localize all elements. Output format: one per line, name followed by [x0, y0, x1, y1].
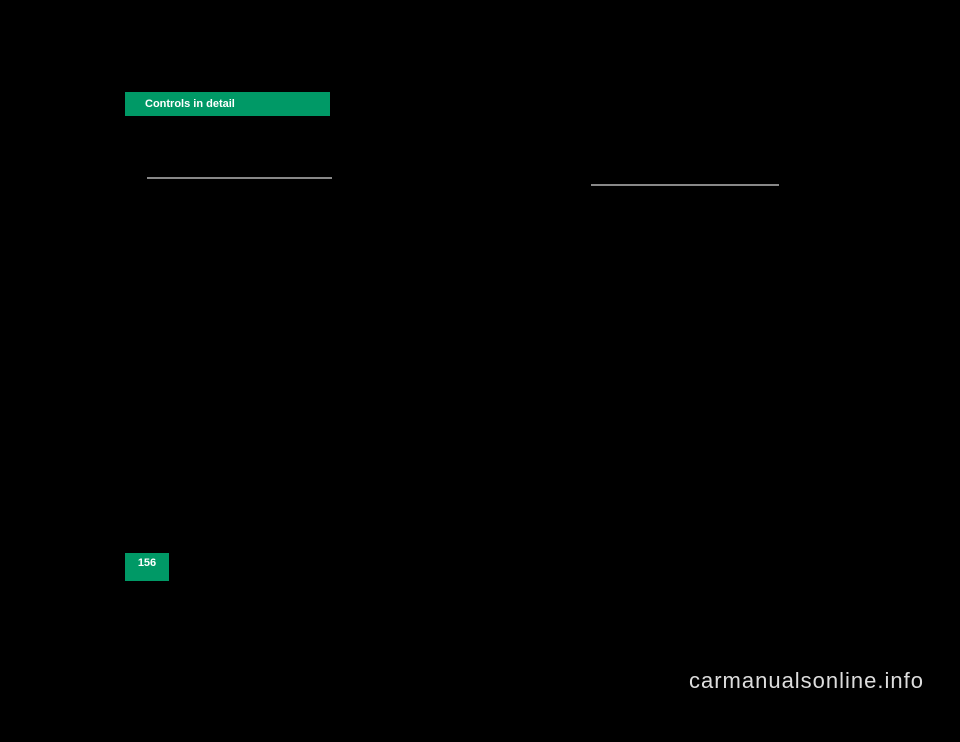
document-page: Controls in detail 156 carmanualsonline.… [0, 0, 960, 742]
page-number-box: 156 [125, 553, 169, 581]
watermark-text: carmanualsonline.info [689, 668, 924, 694]
divider-right [591, 184, 779, 186]
divider-left [147, 177, 332, 179]
page-number: 156 [138, 557, 156, 569]
section-header-label: Controls in detail [145, 98, 235, 110]
section-header-tab: Controls in detail [125, 92, 330, 116]
